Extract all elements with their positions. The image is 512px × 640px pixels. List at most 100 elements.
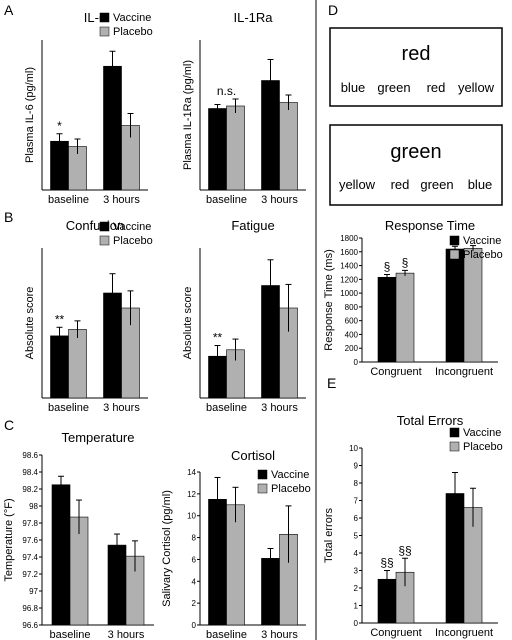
y-tick-label: 96.6 (22, 621, 38, 630)
legend-label-vaccine: Vaccine (463, 427, 501, 439)
y-tick-label: 1200 (340, 275, 358, 284)
legend-swatch-placebo (449, 441, 460, 452)
panel-letter-b: B (4, 209, 13, 225)
chart-cortisol: Cortisol Salivary Cortisol (pg/ml) 0 2 4 6 8 10… (161, 448, 311, 640)
panel-letter-c: C (4, 417, 14, 433)
y-tick-label: 97.8 (22, 519, 38, 528)
y-axis-label: Plasma IL-6 (pg/ml) (24, 67, 36, 163)
chart-title: Temperature (62, 430, 135, 445)
y-axis-label: Total errors (323, 507, 335, 563)
legend-swatch-vaccine (99, 12, 110, 23)
stroop-card-2-word-2: red (391, 177, 410, 192)
stroop-card-1-word-1: blue (341, 80, 366, 95)
stroop-card-1-target: red (402, 43, 431, 65)
y-tick-label: 10 (349, 444, 358, 453)
chart-title: Total Errors (397, 413, 464, 428)
stroop-card-1-border (329, 27, 503, 107)
chart-title: Fatigue (231, 218, 274, 233)
chart-title: Response Time (385, 218, 475, 233)
bar-vaccine-0 (377, 276, 397, 363)
stroop-card-2-target: green (390, 141, 441, 163)
chart-temperature: Temperature Temperature (°F) 96.6 96.8 97 97.… (3, 430, 154, 640)
stroop-card-2-word-1: yellow (339, 177, 376, 192)
y-axis-label: Salivary Cortisol (pg/ml) (161, 490, 173, 607)
legend-label-vaccine: Vaccine (463, 235, 501, 247)
y-tick-label: 600 (345, 317, 359, 326)
significance-annotation: §§ (380, 556, 393, 570)
y-tick-label: 96.8 (22, 604, 38, 613)
significance-annotation: * (57, 119, 62, 133)
chart-response_time: Response Time Response Time (ms) 0 200 400 60… (323, 218, 503, 378)
x-tick-label: 3 hours (103, 194, 140, 206)
stroop-card-2-word-3: green (420, 177, 453, 192)
x-tick-label: Incongruent (435, 366, 493, 378)
y-tick-label: 1 (354, 602, 359, 611)
y-tick-label: 98 (29, 502, 38, 511)
chart-confusion: Confusion Absolute score baseline ** 3 hours… (24, 218, 153, 414)
y-tick-label: 6 (192, 555, 197, 564)
legend-label-vaccine: Vaccine (271, 469, 309, 481)
bar-vaccine-1 (103, 65, 122, 191)
legend-label-vaccine: Vaccine (113, 12, 151, 24)
x-tick-label: 3 hours (261, 402, 298, 414)
significance-annotation: § (402, 255, 409, 269)
x-tick-label: 3 hours (108, 629, 145, 640)
x-tick-label: baseline (206, 629, 247, 640)
legend-swatch-vaccine (449, 235, 460, 246)
bar-placebo-0 (68, 329, 87, 399)
chart-title: IL-1Ra (233, 10, 273, 25)
bar-vaccine-0 (51, 484, 71, 626)
legend: Vaccine Placebo (99, 12, 153, 38)
stroop-card-1-word-2: green (377, 80, 410, 95)
panel-letter-a: A (4, 2, 14, 18)
y-tick-label: 0 (354, 619, 359, 628)
y-tick-label: 2 (354, 584, 359, 593)
chart-fatigue: Fatigue Absolute score baseline ** 3 hours (182, 218, 306, 414)
x-tick-label: Incongruent (435, 627, 493, 639)
y-tick-label: 0 (354, 358, 359, 367)
y-tick-label: 98.2 (22, 485, 38, 494)
stroop-card-2-border (329, 124, 503, 206)
legend-swatch-placebo (99, 235, 110, 246)
y-tick-label: 1800 (340, 234, 358, 243)
legend-label-placebo: Placebo (113, 235, 153, 247)
y-tick-label: 97 (29, 587, 38, 596)
x-tick-label: baseline (48, 194, 89, 206)
x-tick-label: 3 hours (261, 194, 298, 206)
significance-annotation: § (384, 260, 391, 274)
y-tick-label: 200 (345, 344, 359, 353)
legend: Vaccine Placebo (257, 469, 311, 495)
legend-label-placebo: Placebo (463, 441, 503, 453)
y-tick-label: 10 (187, 512, 196, 521)
y-tick-label: 97.6 (22, 536, 38, 545)
y-tick-label: 5 (354, 532, 359, 541)
y-tick-label: 8 (354, 479, 359, 488)
x-tick-label: Congruent (370, 366, 421, 378)
y-axis-label: Temperature (°F) (3, 498, 15, 581)
legend-label-placebo: Placebo (271, 483, 311, 495)
y-tick-label: 1400 (340, 262, 358, 271)
significance-annotation: §§ (398, 543, 411, 557)
legend: Vaccine Placebo (449, 427, 503, 453)
bar-placebo-1 (279, 102, 298, 191)
bar-placebo-1 (463, 248, 483, 363)
y-tick-label: 98.6 (22, 451, 38, 460)
x-tick-label: baseline (206, 194, 247, 206)
significance-annotation: ** (213, 331, 223, 345)
bar-vaccine-0 (208, 108, 227, 191)
y-axis-label: Plasma IL-1Ra (pg/ml) (182, 60, 194, 170)
legend-swatch-placebo (449, 249, 460, 260)
bar-placebo-0 (395, 272, 415, 363)
legend-swatch-vaccine (257, 469, 268, 480)
y-tick-label: 12 (187, 490, 196, 499)
significance-annotation: ** (55, 312, 65, 326)
y-tick-label: 0 (192, 621, 197, 630)
stroop-card-1-word-3: red (427, 80, 446, 95)
y-tick-label: 4 (192, 577, 197, 586)
chart-total_errors: Total Errors Total errors 0 1 2 3 4 5 6 7 8 9 10 Cong… (323, 413, 503, 639)
x-tick-label: baseline (206, 402, 247, 414)
panel-letter-e: E (327, 375, 336, 391)
